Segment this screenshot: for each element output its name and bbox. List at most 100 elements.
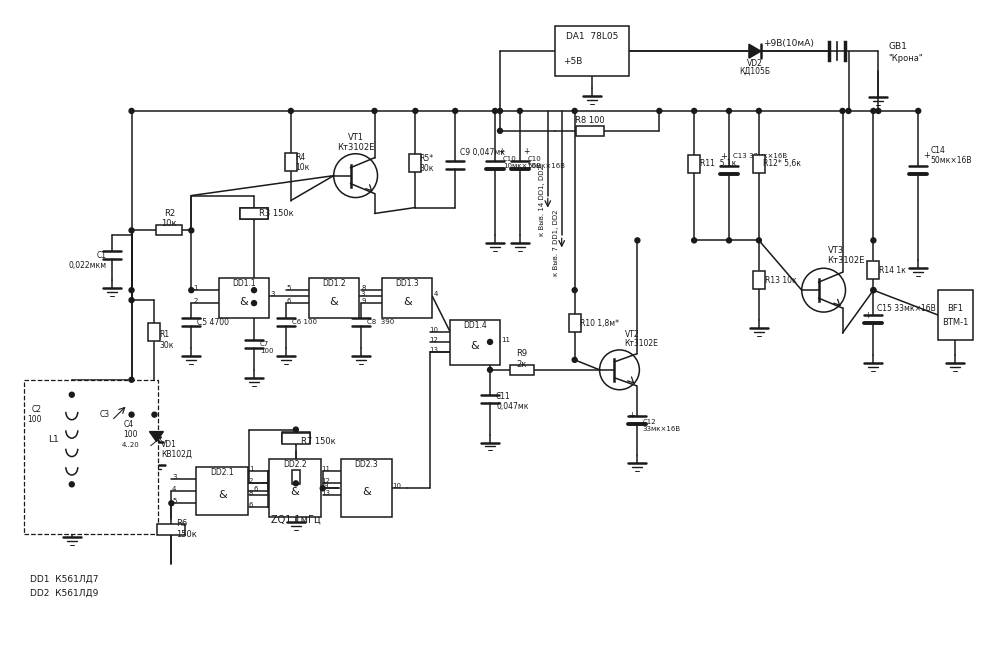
Text: C7
100: C7 100 <box>260 342 273 354</box>
Text: C9 0,047мк: C9 0,047мк <box>460 148 505 157</box>
Circle shape <box>692 238 697 243</box>
Bar <box>292 470 300 484</box>
Circle shape <box>493 108 497 114</box>
Circle shape <box>846 108 851 114</box>
Text: R11  5,1к: R11 5,1к <box>700 159 737 168</box>
Text: к Выв. 14 DD1, DD2: к Выв. 14 DD1, DD2 <box>539 165 545 236</box>
Circle shape <box>129 412 134 417</box>
Text: C8  390: C8 390 <box>366 319 394 325</box>
Text: +: + <box>865 311 872 319</box>
Text: +: + <box>629 411 636 420</box>
Text: C11
0,047мк: C11 0,047мк <box>496 392 528 411</box>
Text: 4: 4 <box>172 486 177 492</box>
Bar <box>240 208 268 219</box>
Text: ВТМ-1: ВТМ-1 <box>942 317 968 327</box>
Circle shape <box>169 501 174 506</box>
Bar <box>382 278 432 318</box>
Text: C5 4700: C5 4700 <box>198 317 229 327</box>
Text: C10
50мк×16В: C10 50мк×16В <box>528 156 566 170</box>
Circle shape <box>488 340 493 344</box>
Text: &: & <box>330 297 338 307</box>
Text: VD2: VD2 <box>747 58 763 68</box>
Bar <box>409 154 421 171</box>
Circle shape <box>757 238 762 243</box>
Text: DD2  К561ЛД9: DD2 К561ЛД9 <box>30 589 98 597</box>
Text: Кт3102Е: Кт3102Е <box>337 143 374 152</box>
Text: DD2.1: DD2.1 <box>211 468 234 477</box>
Text: R6
150к: R6 150к <box>177 520 198 539</box>
Text: 6: 6 <box>287 298 291 304</box>
Text: 11: 11 <box>501 337 510 343</box>
Circle shape <box>70 482 74 487</box>
Text: R4
10к: R4 10к <box>295 153 309 172</box>
Text: R8 100: R8 100 <box>575 116 605 125</box>
Circle shape <box>288 108 293 114</box>
Bar <box>158 524 186 535</box>
Text: C1
0,022мкм: C1 0,022мкм <box>69 250 106 270</box>
Text: C10
10мк×16В: C10 10мк×16В <box>503 156 541 170</box>
Bar <box>285 152 297 171</box>
Text: R3 150к: R3 150к <box>259 209 294 218</box>
Text: 12: 12 <box>322 478 330 484</box>
Text: 4: 4 <box>434 291 439 297</box>
Circle shape <box>517 108 522 114</box>
Circle shape <box>129 108 134 114</box>
Text: C4
100: C4 100 <box>123 420 138 440</box>
Circle shape <box>871 238 876 243</box>
Text: +: + <box>923 151 930 160</box>
Text: R10 1,8м*: R10 1,8м* <box>580 319 619 328</box>
Text: BF1: BF1 <box>947 304 963 313</box>
Text: R5*
30к: R5* 30к <box>419 154 434 173</box>
Circle shape <box>70 392 74 397</box>
Text: &: & <box>239 297 248 307</box>
Text: R12* 5,6к: R12* 5,6к <box>763 159 801 168</box>
Text: 10: 10 <box>429 327 438 333</box>
Circle shape <box>572 108 577 114</box>
Text: 9: 9 <box>324 484 328 489</box>
Text: DD2.3: DD2.3 <box>355 460 378 469</box>
Circle shape <box>635 238 639 243</box>
Text: R9
2к: R9 2к <box>516 349 527 369</box>
Text: &: & <box>403 297 412 307</box>
Text: +9B(10мА): +9B(10мА) <box>764 39 814 48</box>
Text: 13: 13 <box>429 347 438 353</box>
Circle shape <box>293 481 298 486</box>
Text: DD1.2: DD1.2 <box>322 279 346 288</box>
Bar <box>510 365 534 374</box>
Bar <box>569 314 581 332</box>
Circle shape <box>129 298 134 303</box>
Circle shape <box>871 108 876 114</box>
Bar <box>24 380 159 534</box>
Text: VT3: VT3 <box>827 246 844 255</box>
Text: 6: 6 <box>249 502 253 509</box>
Text: R13 10к: R13 10к <box>765 276 796 284</box>
Text: R7 150к: R7 150к <box>301 437 336 446</box>
Circle shape <box>871 288 876 292</box>
Text: R14 1к: R14 1к <box>880 265 907 275</box>
Text: 3: 3 <box>172 474 177 480</box>
Text: C14
50мк×16В: C14 50мк×16В <box>930 146 972 166</box>
Text: C12
33мк×16В: C12 33мк×16В <box>642 419 680 432</box>
Text: R1
30к: R1 30к <box>160 330 174 350</box>
Text: +5B: +5B <box>563 57 582 66</box>
Text: КВ102Д: КВ102Д <box>162 450 193 459</box>
Text: VT2: VT2 <box>625 330 639 340</box>
Text: Кт3102Е: Кт3102Е <box>625 340 658 348</box>
Text: 9: 9 <box>361 298 365 304</box>
Text: C3: C3 <box>99 410 110 419</box>
Text: 3: 3 <box>271 291 275 297</box>
Circle shape <box>129 228 134 233</box>
Text: L1: L1 <box>49 435 60 444</box>
Text: VT1: VT1 <box>348 133 363 143</box>
Text: DD1.1: DD1.1 <box>232 279 256 288</box>
Text: 1: 1 <box>193 285 198 291</box>
Bar <box>555 26 630 76</box>
Circle shape <box>189 228 194 233</box>
Text: 4..20: 4..20 <box>121 442 139 447</box>
Text: DA1  78L05: DA1 78L05 <box>566 32 619 41</box>
Circle shape <box>372 108 377 114</box>
Text: 2: 2 <box>249 478 253 484</box>
Circle shape <box>497 108 502 114</box>
Text: к Выв. 7 DD1, DD2: к Выв. 7 DD1, DD2 <box>553 209 559 276</box>
Bar <box>219 278 269 318</box>
